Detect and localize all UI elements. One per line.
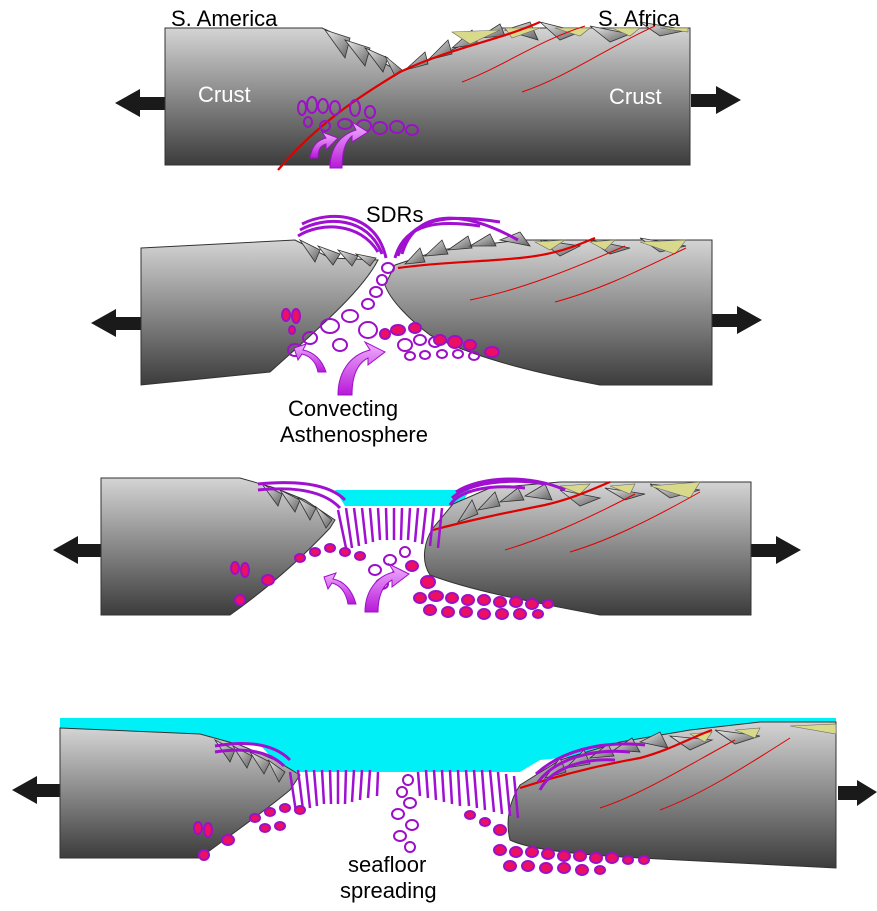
magma-sills: [281, 308, 500, 358]
label-sdrs: SDRs: [366, 202, 423, 227]
label-crust-left: Crust: [198, 82, 251, 107]
crust-block-right: [384, 239, 713, 386]
crust-block-left: [100, 477, 336, 616]
extension-arrow-left: [12, 776, 60, 804]
label-asthenosphere: Asthenosphere: [280, 422, 428, 447]
ocean-water: [335, 490, 470, 506]
seaward-dipping-reflectors: [297, 214, 519, 259]
magma-sills: [193, 803, 650, 876]
seaward-dipping-reflectors: [257, 477, 566, 510]
faults: [519, 728, 791, 811]
convection-arrows: [309, 120, 369, 169]
ocean-water: [60, 718, 836, 772]
magma-sills: [230, 543, 554, 620]
dike-swarm: [288, 769, 520, 819]
sediment-wedges: [688, 723, 837, 743]
crust-block-left: [140, 239, 379, 386]
label-spreading: spreading: [340, 878, 437, 903]
extension-arrow-left: [91, 309, 141, 337]
panel-4-seafloor-spreading: seafloor spreading: [12, 718, 877, 903]
label-crust-right: Crust: [609, 84, 662, 109]
seaward-dipping-reflectors: [214, 742, 646, 791]
extension-arrow-left: [53, 536, 101, 564]
crust-block-right: [423, 481, 752, 616]
label-south-africa: S. Africa: [598, 6, 681, 31]
sediment-wedges: [533, 239, 687, 255]
extension-arrow-left: [115, 89, 165, 117]
panel-2-sdr-formation: SDRs Convecting Asthenosphere: [91, 202, 762, 447]
dike-swarm: [336, 507, 444, 549]
extension-arrow-right: [751, 536, 801, 564]
panel-3-breakup: [53, 477, 801, 620]
faults: [277, 20, 656, 171]
extension-arrow-right: [691, 86, 741, 114]
convection-arrows: [293, 340, 386, 396]
label-seafloor: seafloor: [348, 852, 426, 877]
panel-1-early-rifting: S. America S. Africa Crust Crust: [115, 6, 741, 171]
sediment-wedges: [559, 481, 701, 499]
faults: [397, 236, 687, 303]
faults: [432, 480, 701, 553]
label-south-america: S. America: [171, 6, 278, 31]
extension-arrow-right: [838, 780, 877, 806]
magma-bubbles: [391, 774, 419, 853]
convection-arrows: [323, 562, 410, 613]
sediment-wedges: [451, 27, 689, 45]
label-convecting: Convecting: [288, 396, 398, 421]
extension-arrow-right: [712, 306, 762, 334]
